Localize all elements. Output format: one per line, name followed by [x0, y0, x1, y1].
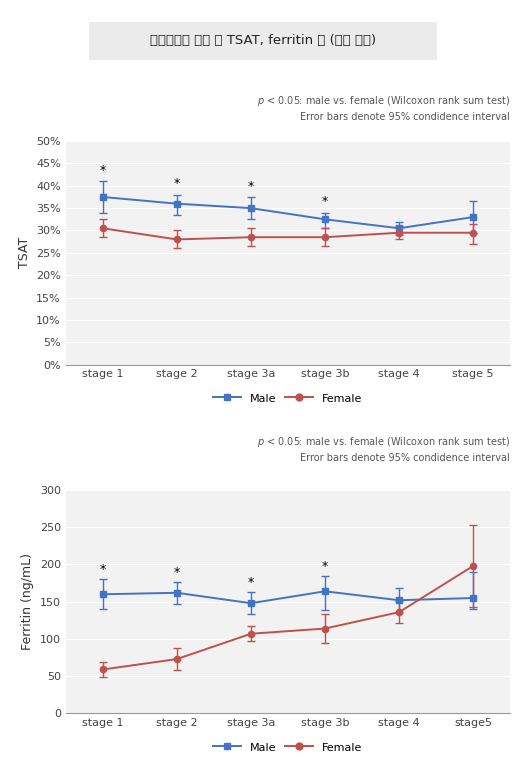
Text: *: *	[99, 564, 106, 576]
Text: *: *	[99, 164, 106, 177]
Text: *: *	[248, 576, 254, 589]
FancyBboxPatch shape	[72, 20, 454, 61]
Text: *: *	[322, 561, 328, 573]
Text: *: *	[322, 195, 328, 209]
Y-axis label: TSAT: TSAT	[17, 238, 31, 268]
Text: $\it{p}$ < 0.05: male vs. female (Wilcoxon rank sum test)
Error bars denote 95% : $\it{p}$ < 0.05: male vs. female (Wilcox…	[257, 435, 510, 463]
Text: *: *	[174, 177, 180, 191]
Y-axis label: Ferritin (ng/mL): Ferritin (ng/mL)	[21, 554, 34, 650]
Text: *: *	[174, 565, 180, 579]
Legend: Male, Female: Male, Female	[209, 738, 367, 757]
Text: $\it{p}$ < 0.05: male vs. female (Wilcoxon rank sum test)
Error bars denote 95% : $\it{p}$ < 0.05: male vs. female (Wilcox…	[257, 94, 510, 122]
Text: 만성콩팥병 병기 별 TSAT, ferritin 값 (남녀 차이): 만성콩팥병 병기 별 TSAT, ferritin 값 (남녀 차이)	[150, 34, 376, 47]
Legend: Male, Female: Male, Female	[209, 389, 367, 408]
Text: *: *	[248, 180, 254, 193]
